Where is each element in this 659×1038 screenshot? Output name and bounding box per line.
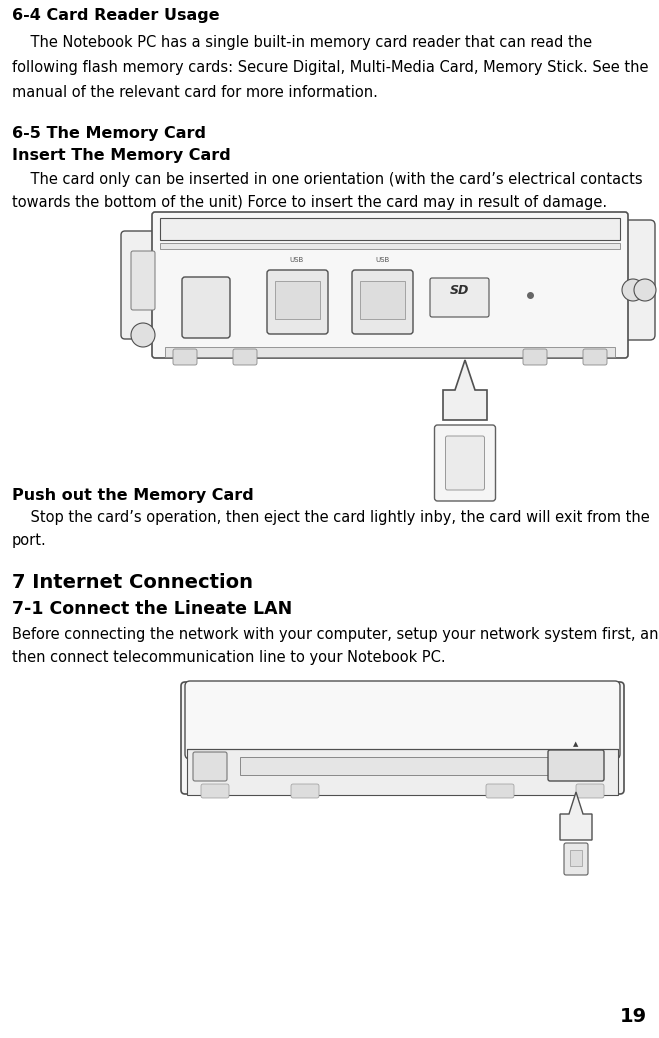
Text: towards the bottom of the unit) Force to insert the card may in result of damage: towards the bottom of the unit) Force to… — [12, 195, 607, 210]
FancyBboxPatch shape — [182, 277, 230, 338]
FancyBboxPatch shape — [352, 270, 413, 334]
Text: 6-5 The Memory Card: 6-5 The Memory Card — [12, 126, 206, 141]
Text: port.: port. — [12, 532, 47, 548]
Bar — [187, 749, 618, 795]
FancyBboxPatch shape — [430, 278, 489, 317]
FancyBboxPatch shape — [201, 784, 229, 798]
Bar — [160, 243, 620, 249]
Text: The card only can be inserted in one orientation (with the card’s electrical con: The card only can be inserted in one ori… — [12, 172, 643, 187]
Text: following flash memory cards: Secure Digital, Multi-Media Card, Memory Stick. Se: following flash memory cards: Secure Dig… — [12, 60, 648, 75]
Bar — [160, 218, 620, 240]
FancyBboxPatch shape — [548, 750, 604, 781]
Text: 7-1 Connect the Lineate LAN: 7-1 Connect the Lineate LAN — [12, 600, 292, 618]
FancyBboxPatch shape — [445, 436, 484, 490]
Text: The Notebook PC has a single built-in memory card reader that can read the: The Notebook PC has a single built-in me… — [12, 35, 592, 50]
FancyBboxPatch shape — [576, 784, 604, 798]
Bar — [275, 281, 320, 319]
Text: Before connecting the network with your computer, setup your network system firs: Before connecting the network with your … — [12, 627, 659, 641]
FancyBboxPatch shape — [267, 270, 328, 334]
Circle shape — [634, 279, 656, 301]
FancyBboxPatch shape — [583, 349, 607, 365]
Text: USB: USB — [375, 257, 389, 263]
FancyBboxPatch shape — [121, 231, 167, 339]
FancyBboxPatch shape — [486, 784, 514, 798]
FancyBboxPatch shape — [181, 682, 624, 794]
Text: Insert The Memory Card: Insert The Memory Card — [12, 148, 231, 163]
Circle shape — [622, 279, 644, 301]
Text: 19: 19 — [620, 1007, 647, 1026]
Bar — [360, 281, 405, 319]
Text: USB: USB — [290, 257, 304, 263]
Text: ▲: ▲ — [573, 741, 579, 747]
Text: then connect telecommunication line to your Notebook PC.: then connect telecommunication line to y… — [12, 650, 445, 665]
Circle shape — [131, 323, 155, 347]
Bar — [570, 850, 582, 866]
FancyBboxPatch shape — [434, 425, 496, 501]
FancyBboxPatch shape — [152, 212, 628, 358]
Bar — [165, 347, 615, 357]
FancyBboxPatch shape — [615, 220, 655, 340]
FancyBboxPatch shape — [564, 843, 588, 875]
FancyBboxPatch shape — [185, 681, 620, 759]
Polygon shape — [443, 360, 487, 420]
Text: Stop the card’s operation, then eject the card lightly inby, the card will exit : Stop the card’s operation, then eject th… — [12, 510, 650, 525]
FancyBboxPatch shape — [523, 349, 547, 365]
Bar — [240, 757, 575, 775]
FancyBboxPatch shape — [131, 251, 155, 310]
FancyBboxPatch shape — [173, 349, 197, 365]
FancyBboxPatch shape — [233, 349, 257, 365]
Text: 7 Internet Connection: 7 Internet Connection — [12, 573, 253, 592]
Polygon shape — [560, 792, 592, 840]
Text: Push out the Memory Card: Push out the Memory Card — [12, 488, 254, 503]
FancyBboxPatch shape — [291, 784, 319, 798]
Text: SD: SD — [450, 283, 470, 297]
FancyBboxPatch shape — [193, 752, 227, 781]
Text: 6-4 Card Reader Usage: 6-4 Card Reader Usage — [12, 8, 219, 23]
Text: manual of the relevant card for more information.: manual of the relevant card for more inf… — [12, 85, 378, 100]
